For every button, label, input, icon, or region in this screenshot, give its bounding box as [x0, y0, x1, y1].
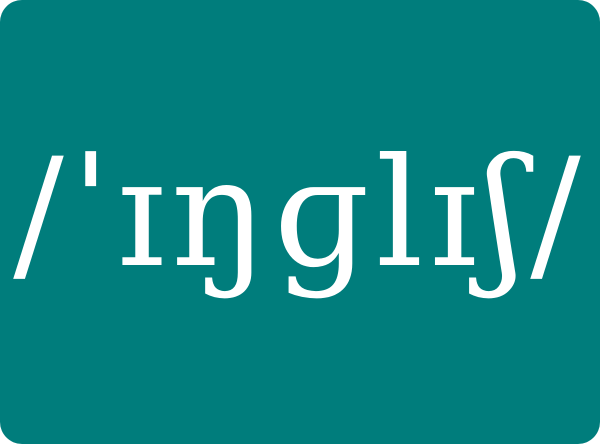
ipa-transcription: /ˈɪŋɡlɪʃ/ — [13, 127, 587, 301]
